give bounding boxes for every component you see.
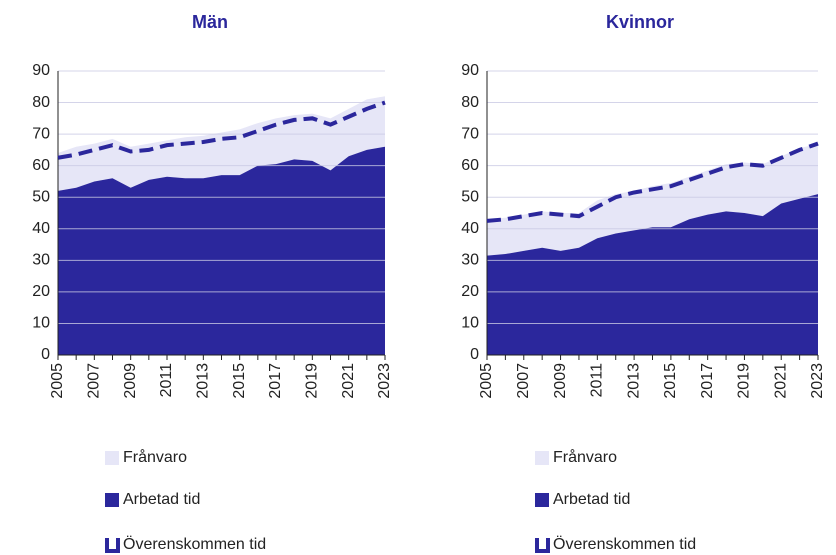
chart-title: Kvinnor — [606, 12, 674, 32]
x-tick-label: 2021 — [772, 363, 789, 399]
y-tick-label: 70 — [461, 125, 479, 142]
y-tick-label: 50 — [461, 188, 479, 205]
y-tick-label: 10 — [461, 315, 479, 332]
x-tick-label: 2013 — [195, 363, 212, 399]
y-tick-label: 60 — [32, 157, 50, 174]
x-tick-label: 2007 — [515, 363, 532, 399]
line — [486, 141, 819, 223]
area — [487, 194, 818, 355]
x-tick-label: 2019 — [736, 363, 753, 399]
x-tick-label: 2015 — [662, 363, 679, 399]
y-tick-label: 20 — [461, 283, 479, 300]
y-tick-label: 20 — [32, 283, 50, 300]
y-tick-label: 0 — [41, 346, 50, 363]
area — [58, 96, 385, 191]
x-tick-label: 2017 — [267, 363, 284, 399]
x-tick-label: 2015 — [231, 363, 248, 399]
legend-swatch — [105, 493, 119, 507]
legend-swatch — [535, 451, 549, 465]
x-tick-label: 2011 — [589, 363, 606, 398]
legend-label: Frånvaro — [553, 448, 617, 466]
legend-label: Överenskommen tid — [553, 535, 696, 553]
x-tick-label: 2011 — [158, 363, 175, 398]
y-tick-label: 30 — [461, 252, 479, 269]
line — [57, 100, 386, 160]
y-tick-label: 60 — [461, 157, 479, 174]
x-tick-label: 2023 — [809, 363, 826, 399]
x-tick-label: 2009 — [122, 363, 139, 399]
x-tick-label: 2005 — [49, 363, 66, 399]
x-tick-label: 2005 — [478, 363, 495, 399]
x-tick-label: 2021 — [340, 363, 357, 399]
y-tick-label: 90 — [461, 62, 479, 79]
x-tick-label: 2013 — [625, 363, 642, 399]
x-tick-label: 2023 — [376, 363, 393, 399]
y-tick-label: 0 — [470, 346, 479, 363]
area — [58, 146, 385, 355]
y-tick-label: 90 — [32, 62, 50, 79]
x-tick-label: 2017 — [699, 363, 716, 399]
y-tick-label: 70 — [32, 125, 50, 142]
x-tick-label: 2007 — [86, 363, 103, 399]
area — [487, 143, 818, 256]
y-tick-label: 40 — [32, 220, 50, 237]
y-tick-label: 50 — [32, 188, 50, 205]
y-tick-label: 30 — [32, 252, 50, 269]
y-tick-label: 10 — [32, 315, 50, 332]
y-tick-label: 80 — [32, 94, 50, 111]
x-tick-label: 2019 — [304, 363, 321, 399]
y-tick-label: 40 — [461, 220, 479, 237]
legend-swatch — [105, 538, 120, 553]
legend-label: Frånvaro — [123, 448, 187, 466]
legend-swatch — [535, 538, 550, 553]
legend-label: Arbetad tid — [123, 491, 200, 508]
x-tick-label: 2009 — [552, 363, 569, 399]
legend-swatch — [535, 493, 549, 507]
y-tick-label: 80 — [461, 94, 479, 111]
legend-swatch — [105, 451, 119, 465]
chart-title: Män — [192, 12, 228, 32]
legend-label: Arbetad tid — [553, 491, 630, 508]
legend-label: Överenskommen tid — [123, 535, 266, 553]
